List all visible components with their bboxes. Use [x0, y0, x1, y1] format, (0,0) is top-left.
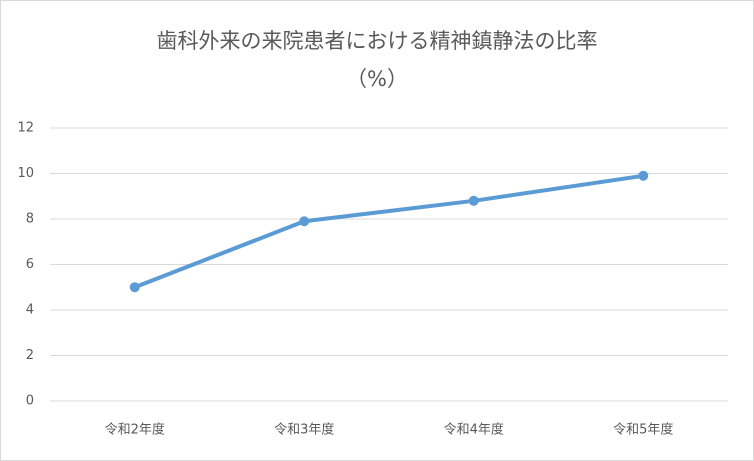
y-tick-label: 0 [26, 394, 34, 409]
data-point [299, 216, 310, 227]
y-tick-label: 2 [26, 348, 34, 363]
data-point [468, 195, 479, 206]
x-tick-label: 令和4年度 [444, 422, 504, 438]
data-point [129, 282, 140, 293]
chart-subtitle: （%） [346, 67, 408, 91]
y-tick-label: 4 [26, 303, 34, 318]
y-tick-label: 10 [17, 166, 34, 181]
y-tick-label: 8 [26, 212, 34, 227]
data-point [638, 170, 649, 181]
x-tick-label: 令和3年度 [274, 422, 334, 438]
x-tick-label: 令和5年度 [613, 422, 673, 438]
chart-title: 歯科外来の来院患者における精神鎮静法の比率 [157, 29, 598, 53]
y-tick-label: 6 [26, 257, 34, 272]
y-tick-label: 12 [17, 121, 34, 136]
data-line [132, 173, 646, 290]
x-tick-label: 令和2年度 [105, 422, 165, 438]
